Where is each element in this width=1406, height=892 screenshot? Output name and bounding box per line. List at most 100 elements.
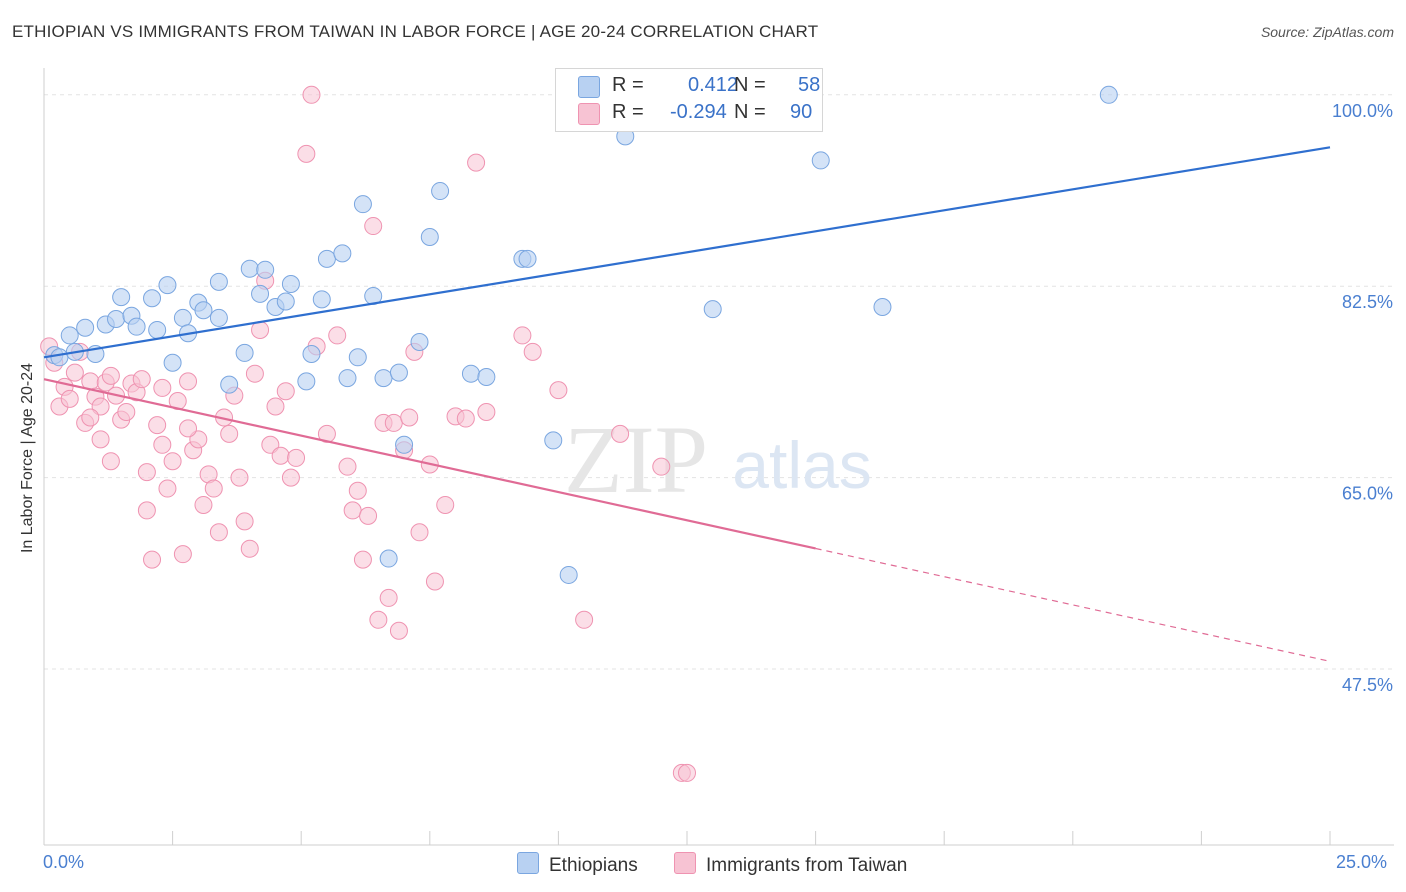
taiwan-point (328, 326, 347, 345)
taiwan-point (477, 402, 496, 421)
ethiopian-point (348, 348, 367, 367)
taiwan-r-value: -0.294 (670, 101, 727, 123)
taiwan-point (549, 381, 568, 400)
taiwan-point (91, 430, 110, 449)
ethiopian-point (163, 353, 182, 372)
n-label: N = (734, 101, 766, 123)
taiwan-point (678, 763, 696, 782)
ethiopian-point (148, 320, 167, 339)
taiwan-point (281, 468, 300, 487)
x-tick-max: 25.0% (1336, 852, 1388, 872)
taiwan-point (179, 419, 198, 438)
taiwan-n-value: 90 (790, 101, 813, 123)
ethiopian-point (143, 289, 162, 308)
taiwan-point (611, 424, 630, 443)
ethiopian-point (173, 308, 192, 327)
taiwan-point (117, 402, 136, 421)
taiwan-point (348, 481, 367, 500)
ethiopian-point (297, 372, 316, 391)
taiwan-point (137, 501, 156, 520)
taiwan-point (132, 370, 151, 389)
y-axis-label: In Labor Force | Age 20-24 (19, 362, 36, 554)
ethiopians-legend-label: Ethiopians (549, 855, 638, 876)
ethiopian-point (477, 367, 496, 386)
taiwan-points (40, 85, 696, 782)
ethiopian-point (312, 290, 331, 309)
ethiopian-point (251, 284, 270, 303)
ethiopian-point (703, 300, 722, 319)
ethiopian-point (127, 317, 146, 336)
taiwan-point (148, 416, 167, 435)
taiwan-point (209, 523, 228, 542)
ethiopian-point (107, 310, 126, 329)
taiwan-point (400, 408, 419, 427)
y-tick-label: 82.5% (1342, 292, 1393, 312)
taiwan-point (513, 326, 532, 345)
taiwan-point (65, 363, 84, 382)
ethiopian-point (379, 549, 398, 568)
taiwan-point (369, 610, 388, 629)
taiwan-point (287, 448, 306, 467)
taiwan-point (189, 430, 208, 449)
chart-title: ETHIOPIAN VS IMMIGRANTS FROM TAIWAN IN L… (12, 22, 819, 41)
taiwan-point (523, 342, 542, 361)
taiwan-point (245, 364, 264, 383)
ethiopian-point (431, 182, 450, 201)
n-label: N = (734, 74, 766, 96)
taiwan-point (261, 435, 280, 454)
taiwan-point (410, 523, 429, 542)
ethiopian-point (374, 369, 393, 388)
taiwan-point (158, 479, 177, 498)
taiwan-point (137, 463, 156, 482)
watermark: ZIP atlas (564, 406, 872, 513)
taiwan-point (343, 501, 362, 520)
taiwan-point (240, 539, 259, 558)
ethiopian-point (76, 318, 95, 337)
taiwan-point (467, 153, 486, 172)
ethiopian-point (235, 343, 254, 362)
taiwan-point (194, 495, 213, 514)
watermark-atlas: atlas (732, 428, 871, 502)
ethiopian-point (60, 326, 79, 345)
ethiopian-point (873, 297, 892, 316)
ethiopian-point (389, 363, 408, 382)
ethiopian-point (302, 345, 321, 364)
taiwan-point (81, 408, 100, 427)
taiwan-point (353, 550, 372, 569)
taiwan-point (297, 144, 316, 163)
taiwan-point (389, 621, 408, 640)
watermark-zip: ZIP (564, 406, 708, 513)
taiwan-point (153, 435, 172, 454)
ethiopian-point (559, 565, 578, 584)
ethiopian-point (158, 276, 177, 295)
y-tick-labels: 47.5% 65.0% 82.5% 100.0% (1332, 101, 1393, 695)
ethiopian-point (338, 369, 357, 388)
ethiopian-point (333, 244, 352, 263)
ethiopian-trend-line (43, 146, 1331, 359)
ethiopian-point (317, 249, 336, 268)
taiwan-point (101, 452, 120, 471)
ethiopian-point (281, 275, 300, 294)
ethiopian-point (194, 301, 213, 320)
ethiopian-point (50, 348, 69, 367)
ethiopian-point (209, 272, 228, 291)
ethiopian-point (410, 332, 429, 351)
ethiopian-point (395, 435, 414, 454)
ethiopian-point (220, 375, 239, 394)
trend-lines (43, 146, 1331, 662)
ethiopians-n-value: 58 (798, 74, 821, 96)
source-label: Source: ZipAtlas.com (1260, 24, 1394, 40)
taiwan-point (101, 366, 120, 385)
taiwan-point (302, 85, 321, 104)
stats-legend: R = 0.412 N = 58 R = -0.294 N = 90 (555, 68, 823, 132)
taiwan-point (271, 446, 290, 465)
ethiopian-point (518, 249, 537, 268)
taiwan-point (220, 424, 239, 443)
ethiopian-point (461, 364, 480, 383)
taiwan-point (235, 512, 254, 531)
taiwan-trend-line (43, 378, 816, 550)
y-tick-label: 65.0% (1342, 484, 1393, 504)
taiwan-point (456, 409, 475, 428)
ethiopian-point (544, 431, 563, 450)
ethiopian-point (240, 259, 259, 278)
